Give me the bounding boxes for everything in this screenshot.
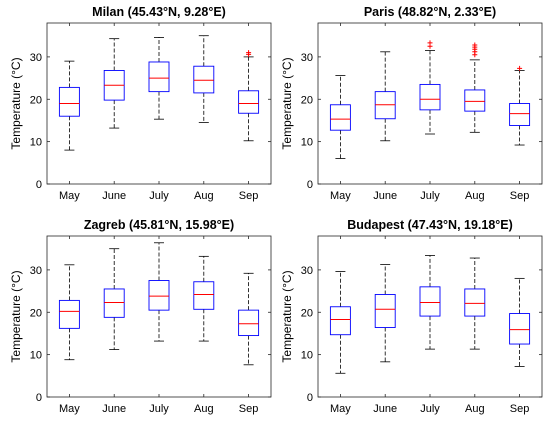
box-june bbox=[103, 38, 125, 129]
x-tick-label: June bbox=[102, 190, 126, 202]
box-sep bbox=[509, 65, 531, 146]
y-tick-label: 0 bbox=[36, 392, 42, 404]
box-may bbox=[58, 60, 80, 151]
iqr-box bbox=[58, 86, 80, 117]
x-tick-label: July bbox=[149, 190, 169, 202]
iqr-box bbox=[148, 280, 170, 311]
iqr-box bbox=[148, 61, 170, 93]
iqr-box bbox=[238, 90, 260, 114]
x-tick-label: Sep bbox=[510, 190, 530, 202]
outlier-point bbox=[246, 50, 252, 56]
box-aug bbox=[193, 255, 215, 342]
box-july bbox=[148, 242, 170, 342]
y-tick-label: 20 bbox=[30, 94, 42, 106]
outlier-point bbox=[517, 65, 523, 71]
y-axis-label: Temperature (°C) bbox=[9, 270, 23, 362]
x-tick-label: June bbox=[102, 403, 126, 415]
x-tick-label: Sep bbox=[510, 403, 530, 415]
outlier-point bbox=[427, 40, 433, 46]
box-june bbox=[374, 51, 396, 142]
x-tick-label: Aug bbox=[465, 403, 485, 415]
y-tick-label: 10 bbox=[30, 350, 42, 362]
box-aug bbox=[464, 257, 486, 350]
y-tick-label: 0 bbox=[307, 179, 313, 191]
iqr-box bbox=[58, 299, 80, 329]
iqr-box bbox=[329, 104, 351, 131]
box-july bbox=[419, 40, 441, 135]
box-june bbox=[103, 248, 125, 350]
iqr-box bbox=[464, 288, 486, 317]
box-sep bbox=[509, 277, 531, 367]
box-may bbox=[329, 271, 351, 374]
chart-title: Paris (48.82°N, 2.33°E) bbox=[364, 5, 496, 19]
panel-1: Milan (45.43°N, 9.28°E) Temperature (°C) 0… bbox=[9, 5, 272, 202]
box-july bbox=[148, 37, 170, 120]
y-tick-label: 30 bbox=[301, 52, 313, 64]
iqr-box bbox=[464, 89, 486, 112]
box-may bbox=[58, 264, 80, 361]
x-tick-label: Aug bbox=[194, 190, 214, 202]
chart-title: Milan (45.43°N, 9.28°E) bbox=[92, 5, 226, 19]
y-tick-label: 0 bbox=[307, 392, 313, 404]
iqr-box bbox=[374, 294, 396, 328]
x-tick-label: Aug bbox=[465, 190, 485, 202]
x-tick-label: May bbox=[59, 190, 80, 202]
box-sep bbox=[238, 50, 260, 142]
iqr-box bbox=[238, 309, 260, 337]
x-tick-label: July bbox=[420, 190, 440, 202]
y-tick-label: 10 bbox=[301, 350, 313, 362]
box-aug bbox=[193, 35, 215, 123]
box-aug bbox=[464, 42, 486, 133]
y-tick-label: 10 bbox=[301, 137, 313, 149]
x-tick-label: Sep bbox=[239, 403, 259, 415]
y-tick-label: 30 bbox=[30, 52, 42, 64]
iqr-box bbox=[509, 313, 531, 345]
y-tick-label: 30 bbox=[301, 265, 313, 277]
iqr-box bbox=[329, 306, 351, 336]
x-tick-label: Aug bbox=[194, 403, 214, 415]
chart-title: Zagreb (45.81°N, 15.98°E) bbox=[84, 218, 234, 232]
y-axis-label: Temperature (°C) bbox=[280, 57, 294, 149]
box-may bbox=[329, 75, 351, 159]
y-tick-label: 20 bbox=[301, 94, 313, 106]
box-sep bbox=[238, 272, 260, 366]
panel-2: Paris (48.82°N, 2.33°E) Temperature (°C) 0… bbox=[280, 5, 543, 202]
x-tick-label: July bbox=[420, 403, 440, 415]
y-axis-label: Temperature (°C) bbox=[280, 270, 294, 362]
box-june bbox=[374, 263, 396, 363]
iqr-box bbox=[419, 286, 441, 317]
y-axis-label: Temperature (°C) bbox=[9, 57, 23, 149]
iqr-box bbox=[103, 288, 125, 318]
x-tick-label: May bbox=[330, 190, 351, 202]
chart-title: Budapest (47.43°N, 19.18°E) bbox=[347, 218, 513, 232]
x-tick-label: July bbox=[149, 403, 169, 415]
y-tick-label: 10 bbox=[30, 137, 42, 149]
box-july bbox=[419, 255, 441, 350]
iqr-box bbox=[509, 103, 531, 126]
x-tick-label: June bbox=[373, 403, 397, 415]
iqr-box bbox=[419, 83, 441, 111]
panel-4: Budapest (47.43°N, 19.18°E) Temperature (… bbox=[280, 218, 543, 415]
iqr-box bbox=[193, 281, 215, 310]
x-tick-label: Sep bbox=[239, 190, 259, 202]
y-tick-label: 0 bbox=[36, 179, 42, 191]
y-tick-label: 20 bbox=[30, 307, 42, 319]
x-tick-label: May bbox=[59, 403, 80, 415]
iqr-box bbox=[193, 65, 215, 94]
outlier-point bbox=[472, 42, 478, 48]
y-tick-label: 30 bbox=[30, 265, 42, 277]
y-tick-label: 20 bbox=[301, 307, 313, 319]
panel-3: Zagreb (45.81°N, 15.98°E) Temperature (°C… bbox=[9, 218, 272, 415]
x-tick-label: May bbox=[330, 403, 351, 415]
x-tick-label: June bbox=[373, 190, 397, 202]
